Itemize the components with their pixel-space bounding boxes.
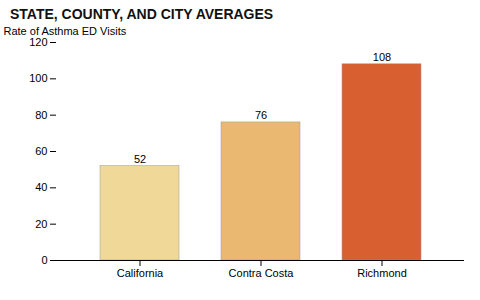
svg-text:76: 76	[255, 109, 267, 121]
svg-text:Richmond: Richmond	[357, 267, 407, 279]
html-text:STATE, COUNTY, AND CITY AVERAG: STATE, COUNTY, AND CITY AVERAGES	[10, 6, 274, 22]
svg-text:20: 20	[35, 218, 47, 230]
svg-text:120: 120	[29, 36, 47, 48]
svg-text:80: 80	[35, 109, 47, 121]
svg-text:0: 0	[41, 254, 47, 266]
svg-text:California: California	[117, 267, 164, 279]
svg-text:108: 108	[373, 51, 391, 63]
svg-text:Rate of Asthma ED Visits: Rate of Asthma ED Visits	[4, 25, 127, 37]
svg-text:40: 40	[35, 181, 47, 193]
svg-text:100: 100	[29, 72, 47, 84]
svg-text:60: 60	[35, 145, 47, 157]
svg-text:Contra Costa: Contra Costa	[229, 267, 295, 279]
svg-text:52: 52	[134, 153, 146, 165]
